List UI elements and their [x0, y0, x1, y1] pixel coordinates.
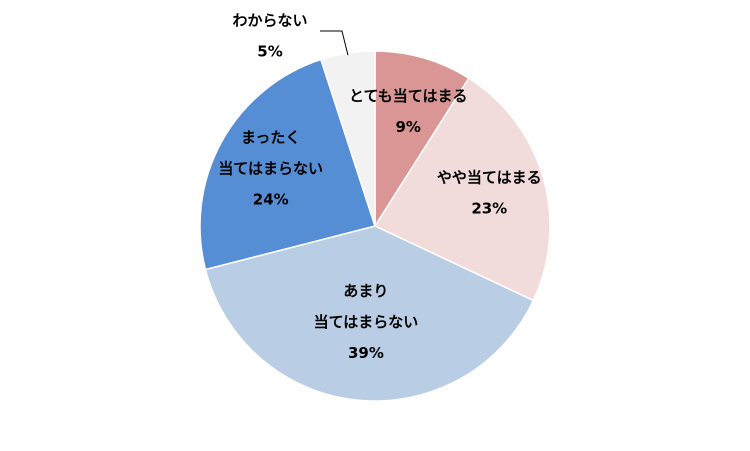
- category-label: やや当てはまる: [437, 168, 542, 186]
- slice-label: あまり当てはまらない 39%: [314, 281, 419, 361]
- slice-label: まったく当てはまらない 24%: [218, 128, 323, 208]
- slice-label: やや当てはまる 23%: [437, 168, 542, 217]
- value-label: 24%: [253, 190, 289, 208]
- category-label: あまり: [343, 281, 388, 299]
- value-label: 23%: [471, 199, 507, 217]
- value-label: 9%: [395, 118, 420, 136]
- value-label: 5%: [257, 42, 282, 60]
- category-label: とても当てはまる: [349, 87, 468, 105]
- category-label: 当てはまらない: [218, 159, 323, 177]
- leader-line: [320, 30, 349, 56]
- pie-slice: [373, 77, 551, 302]
- category-label: わからない: [232, 11, 307, 29]
- pie-slice: [199, 58, 376, 271]
- value-label: 39%: [348, 343, 384, 361]
- slice-label: とても当てはまる 9%: [349, 87, 468, 136]
- category-label: 当てはまらない: [314, 312, 419, 330]
- category-label: まったく: [241, 128, 300, 146]
- pie-slice: [204, 225, 535, 402]
- pie-slice: [374, 50, 470, 229]
- slice-label: わからない 5%: [232, 11, 307, 60]
